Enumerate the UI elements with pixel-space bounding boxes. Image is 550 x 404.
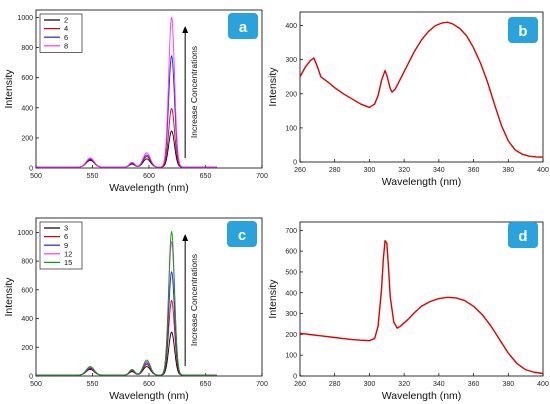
panel-b-badge: b — [508, 17, 538, 43]
panel-d-ylabel: Intensity — [267, 279, 279, 319]
panel-d-xlabel: Wavelength (nm) — [382, 390, 462, 402]
panel-b-ylabel: Intensity — [267, 67, 279, 107]
panel-a-badge: a — [228, 13, 258, 39]
panel-b-xtick-label: 340 — [433, 167, 445, 174]
panel-d-xtick-label: 380 — [502, 381, 514, 388]
panel-a-xlabel: Wavelength (nm) — [109, 182, 189, 194]
panel-b-xlabel: Wavelength (nm) — [382, 176, 462, 188]
panel-d-frame — [299, 221, 544, 377]
panel-c-annotation: Increase Concentrations — [189, 254, 199, 346]
panel-c-xtick-label: 700 — [256, 381, 268, 388]
panel-a-ytick-label: 400 — [21, 105, 33, 112]
panel-a-legend-label: 4 — [64, 24, 68, 33]
panel-a-ytick-label: 800 — [21, 45, 33, 52]
panel-d-series-line — [299, 240, 544, 375]
panel-c-legend-label: 15 — [64, 258, 72, 267]
panel-d-ytick-label: 0 — [293, 374, 297, 381]
panel-a-ylabel: Intensity — [3, 69, 15, 109]
panel-d-xtick-label: 300 — [364, 381, 376, 388]
panel-c-badge-label: c — [238, 227, 246, 244]
panel-b-series-line — [299, 21, 544, 158]
panel-a-arrow-head — [182, 26, 189, 33]
panel-d-ytick-label: 600 — [285, 249, 297, 256]
panel-b-xtick-label: 360 — [468, 167, 480, 174]
panel-a-xtick-label: 700 — [256, 173, 268, 180]
panel-c-badge-box — [227, 221, 257, 247]
panel-a-legend-label: 2 — [64, 16, 68, 25]
panel-a-badge-box — [228, 13, 258, 39]
panel-d-ytick-label: 300 — [285, 311, 297, 318]
panel-a-ytick-label: 0 — [29, 166, 33, 173]
panel-d-ytick-label: 700 — [285, 228, 297, 235]
panel-a-badge-label: a — [239, 19, 248, 36]
panel-c-plot: 500 550 600 650 700 0 200 400 600 800 1000 Waveleng… — [3, 217, 268, 402]
panel-b-plot: 260 280 300 320 340 360 380 400 0 100 200 300 400 Wav… — [267, 11, 549, 188]
panel-d-xtick-label: 340 — [433, 381, 445, 388]
panel-a-xtick-label: 650 — [200, 173, 212, 180]
panel-d-badge: d — [508, 222, 538, 248]
panel-c-ytick-label: 0 — [29, 374, 33, 381]
panel-b-badge-label: b — [518, 23, 527, 40]
panel-d-badge-label: d — [518, 228, 527, 245]
panel-c-xtick-label: 650 — [200, 381, 212, 388]
panel-b-xtick-label: 320 — [398, 167, 410, 174]
panel-d-xtick-label: 360 — [468, 381, 480, 388]
panel-b-ytick-label: 300 — [285, 57, 297, 64]
panel-b-xtick-label: 280 — [329, 167, 341, 174]
panel-c-xtick-label: 550 — [87, 381, 99, 388]
panel-d-xtick-label: 400 — [537, 381, 549, 388]
panel-b-ytick-label: 100 — [285, 125, 297, 132]
panel-a-legend-label: 8 — [64, 41, 68, 50]
panel-b: 260 280 300 320 340 360 380 400 0 100 200 300 400 Wav… — [267, 11, 549, 188]
panel-d-xtick-label: 320 — [398, 381, 410, 388]
panel-a-series-line-8 — [36, 16, 217, 168]
panel-c-xlabel: Wavelength (nm) — [109, 390, 189, 402]
panel-b-xtick-label: 260 — [294, 167, 306, 174]
panel-d-ytick-label: 500 — [285, 269, 297, 276]
panel-c-ytick-label: 200 — [21, 345, 33, 352]
panel-a-annotation: Increase Concentrations — [189, 46, 199, 138]
panel-b-frame — [299, 11, 544, 163]
panel-b-ytick-label: 0 — [293, 160, 297, 167]
panel-b-ytick-label: 400 — [285, 23, 297, 30]
panel-b-xtick-label: 300 — [364, 167, 376, 174]
panel-a-ytick-label: 1000 — [17, 15, 33, 22]
panel-d-badge-box — [508, 222, 538, 248]
panel-a-plot: 500 550 600 650 700 0 200 400 600 800 1000 Waveleng… — [3, 9, 268, 194]
panel-a-ytick-label: 600 — [21, 75, 33, 82]
panel-c-badge: c — [227, 221, 257, 247]
panel-d-xtick-label: 260 — [294, 381, 306, 388]
panel-c-xtick-label: 600 — [143, 381, 155, 388]
panel-d-ytick-label: 400 — [285, 290, 297, 297]
panel-d: 260 280 300 320 340 360 380 400 0 100 200 300 400 500… — [267, 221, 549, 402]
panel-a: 500 550 600 650 700 0 200 400 600 800 1000 Waveleng… — [3, 9, 268, 194]
panel-b-ytick-label: 200 — [285, 91, 297, 98]
panel-b-badge-box — [508, 17, 538, 43]
panel-d-plot: 260 280 300 320 340 360 380 400 0 100 200 300 400 500… — [267, 221, 549, 402]
panel-c-arrow-head — [182, 234, 189, 241]
panel-c-ytick-label: 600 — [21, 287, 33, 294]
panel-a-xtick-label: 550 — [87, 173, 99, 180]
panel-c-series-line-15 — [36, 231, 217, 376]
panel-b-xtick-label: 400 — [537, 167, 549, 174]
panel-d-xtick-label: 280 — [329, 381, 341, 388]
panel-a-xtick-label: 500 — [30, 173, 42, 180]
panel-c-ytick-label: 800 — [21, 259, 33, 266]
panel-c-ylabel: Intensity — [3, 277, 15, 317]
panel-a-legend-label: 6 — [64, 33, 68, 42]
panel-c-ytick-label: 400 — [21, 316, 33, 323]
panel-c-xtick-label: 500 — [30, 381, 42, 388]
panel-c-ytick-label: 1000 — [17, 230, 33, 237]
panel-c-legend-label: 6 — [64, 232, 68, 241]
panel-c: 500 550 600 650 700 0 200 400 600 800 1000 Waveleng… — [3, 217, 268, 402]
panel-c-legend-label: 9 — [64, 241, 68, 250]
panel-d-ytick-label: 200 — [285, 332, 297, 339]
panel-b-xtick-label: 380 — [502, 167, 514, 174]
panel-c-legend-label: 12 — [64, 249, 72, 258]
panel-a-ytick-label: 200 — [21, 135, 33, 142]
panel-c-legend-label: 3 — [64, 224, 68, 233]
panel-d-ytick-label: 100 — [285, 353, 297, 360]
panel-a-xtick-label: 600 — [143, 173, 155, 180]
